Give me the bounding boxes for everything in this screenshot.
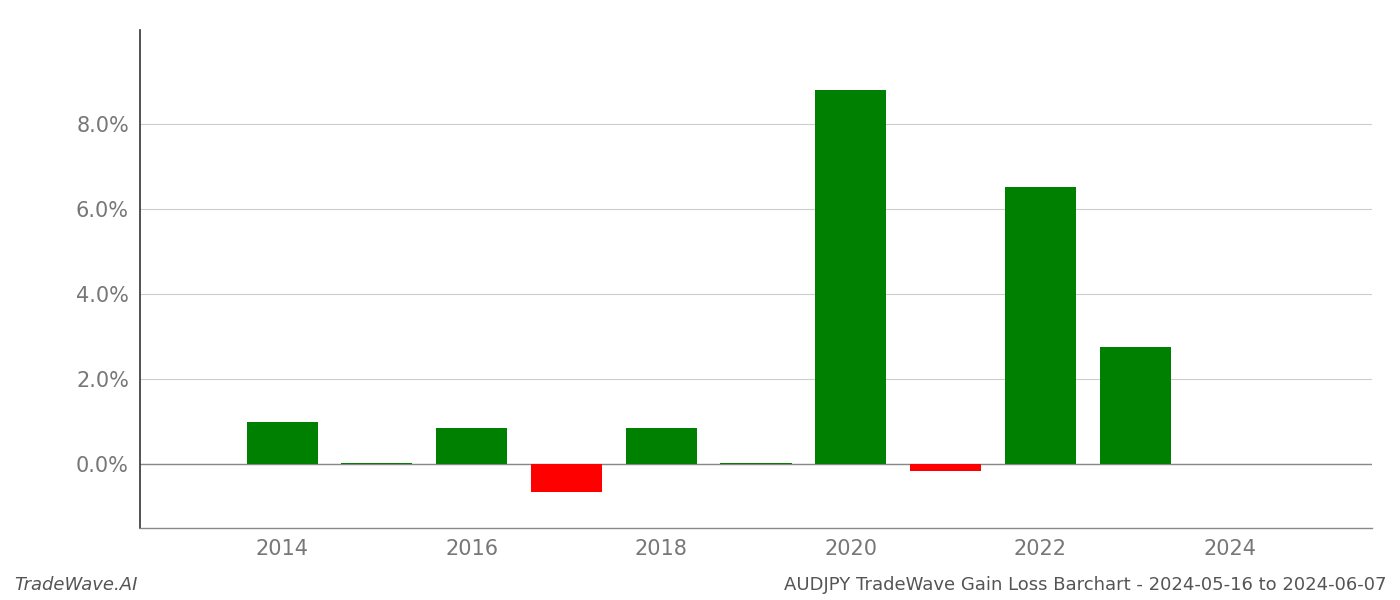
Bar — [1005, 187, 1075, 464]
Bar — [342, 463, 413, 464]
Bar — [437, 428, 507, 464]
Bar — [910, 464, 981, 470]
Bar — [815, 89, 886, 464]
Bar — [1099, 347, 1170, 464]
Bar — [626, 428, 697, 464]
Bar — [531, 464, 602, 492]
Bar — [246, 422, 318, 464]
Text: AUDJPY TradeWave Gain Loss Barchart - 2024-05-16 to 2024-06-07: AUDJPY TradeWave Gain Loss Barchart - 20… — [784, 576, 1386, 594]
Bar — [721, 463, 791, 464]
Text: TradeWave.AI: TradeWave.AI — [14, 576, 137, 594]
